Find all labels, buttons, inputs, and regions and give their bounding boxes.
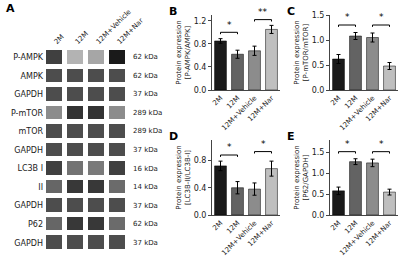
svg-text:*: * <box>345 139 350 149</box>
svg-text:12M+Vehicle: 12M+Vehicle <box>338 94 376 132</box>
svg-text:AMPK: AMPK <box>21 72 44 81</box>
svg-text:II: II <box>38 183 43 192</box>
svg-text:C: C <box>287 5 295 18</box>
svg-text:mTOR: mTOR <box>18 127 43 136</box>
svg-text:1.5: 1.5 <box>312 148 325 157</box>
svg-text:LC3B I: LC3B I <box>17 164 43 173</box>
svg-text:2M: 2M <box>211 94 224 107</box>
svg-text:0.8: 0.8 <box>194 156 207 165</box>
svg-text:*: * <box>227 20 232 30</box>
svg-text:GAPDH: GAPDH <box>14 90 43 99</box>
svg-text:A: A <box>6 2 15 15</box>
svg-text:12M+Nar: 12M+Nar <box>246 219 275 248</box>
svg-text:2M: 2M <box>329 219 342 232</box>
svg-text:2M: 2M <box>329 94 342 107</box>
svg-text:*: * <box>379 12 384 22</box>
svg-text:37 kDa: 37 kDa <box>133 202 158 210</box>
svg-text:12M+Vehicle: 12M+Vehicle <box>95 8 133 46</box>
svg-text:0.5: 0.5 <box>312 61 325 70</box>
svg-text:1.5: 1.5 <box>312 11 325 20</box>
svg-text:1.2: 1.2 <box>194 17 207 26</box>
svg-text:D: D <box>169 130 178 143</box>
svg-text:37 kDa: 37 kDa <box>133 239 158 247</box>
svg-text:0.0: 0.0 <box>312 211 325 220</box>
svg-text:14 kDa: 14 kDa <box>133 183 158 191</box>
svg-text:0.0: 0.0 <box>312 86 325 95</box>
svg-text:GAPDH: GAPDH <box>14 239 43 248</box>
svg-text:1.0: 1.0 <box>312 169 325 178</box>
svg-text:1.0: 1.0 <box>312 36 325 45</box>
svg-text:0.4: 0.4 <box>194 184 207 193</box>
svg-text:12M: 12M <box>343 94 359 110</box>
svg-text:289 kDa: 289 kDa <box>133 127 162 135</box>
svg-text:62 kDa: 62 kDa <box>133 220 158 228</box>
svg-text:*: * <box>227 142 232 152</box>
svg-text:12M+Nar: 12M+Nar <box>246 94 275 123</box>
svg-text:**: ** <box>258 7 268 17</box>
svg-text:2M: 2M <box>53 33 66 46</box>
svg-text:0.5: 0.5 <box>312 190 325 199</box>
svg-text:GAPDH: GAPDH <box>14 201 43 210</box>
svg-text:37 kDa: 37 kDa <box>133 90 158 98</box>
svg-text:12M: 12M <box>343 219 359 235</box>
svg-text:2M: 2M <box>211 219 224 232</box>
svg-text:B: B <box>169 5 177 18</box>
svg-text:62 kDa: 62 kDa <box>133 72 158 80</box>
svg-text:*: * <box>379 139 384 149</box>
svg-text:*: * <box>345 12 350 22</box>
svg-text:62 kDa: 62 kDa <box>133 53 158 61</box>
svg-text:12M+Nar: 12M+Nar <box>116 17 145 46</box>
svg-text:16 kDa: 16 kDa <box>133 165 158 173</box>
svg-text:12M: 12M <box>74 30 90 46</box>
svg-text:Protein expression[P-mTOR/mTOR: Protein expression[P-mTOR/mTOR] <box>293 20 310 85</box>
svg-text:12M+Nar: 12M+Nar <box>364 94 393 123</box>
svg-text:GAPDH: GAPDH <box>14 146 43 155</box>
svg-text:12M+Vehicle: 12M+Vehicle <box>220 94 258 132</box>
svg-text:E: E <box>287 130 295 143</box>
svg-text:289 kDa: 289 kDa <box>133 109 162 117</box>
svg-text:Protein expression[LC3B-II/LC3: Protein expression[LC3B-II/LC3B-I] <box>175 145 192 210</box>
svg-text:*: * <box>261 139 266 149</box>
svg-text:12M: 12M <box>225 94 241 110</box>
svg-text:0.0: 0.0 <box>194 86 207 95</box>
svg-text:0.0: 0.0 <box>194 211 207 220</box>
svg-text:P-AMPK: P-AMPK <box>13 53 44 62</box>
svg-text:Protein expression[P-AMPK/AMPK: Protein expression[P-AMPK/AMPK] <box>175 20 192 85</box>
svg-text:P62: P62 <box>28 220 43 229</box>
svg-text:37 kDa: 37 kDa <box>133 146 158 154</box>
svg-text:0.4: 0.4 <box>194 63 207 72</box>
svg-text:P-mTOR: P-mTOR <box>11 109 44 118</box>
svg-text:12M+Nar: 12M+Nar <box>364 219 393 248</box>
svg-text:12M: 12M <box>225 219 241 235</box>
svg-text:Protein expression[P62/GAPDH]: Protein expression[P62/GAPDH] <box>293 145 310 210</box>
svg-text:12M+Vehicle: 12M+Vehicle <box>220 219 258 257</box>
svg-text:12M+Vehicle: 12M+Vehicle <box>338 219 376 257</box>
svg-text:0.8: 0.8 <box>194 40 207 49</box>
